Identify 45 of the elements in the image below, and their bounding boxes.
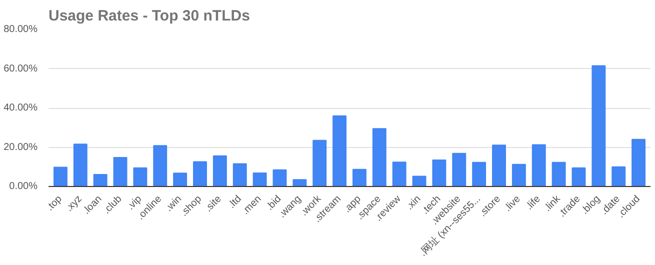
bar bbox=[352, 168, 366, 186]
x-tick-label: .xyz bbox=[64, 194, 84, 214]
bar bbox=[73, 144, 88, 186]
bar bbox=[272, 169, 287, 186]
bar bbox=[193, 161, 207, 186]
bar bbox=[452, 152, 466, 186]
bar bbox=[432, 160, 446, 186]
chart-title: Usage Rates - Top 30 nTLDs bbox=[48, 8, 250, 24]
bar bbox=[252, 172, 267, 186]
bar bbox=[472, 162, 486, 186]
bar bbox=[512, 164, 526, 186]
bar bbox=[612, 166, 626, 186]
bar bbox=[212, 155, 227, 186]
bar bbox=[412, 176, 426, 186]
y-tick-label: 60.00% bbox=[4, 63, 38, 74]
bar bbox=[572, 167, 586, 186]
bar bbox=[93, 174, 108, 186]
x-tick-label: .xin bbox=[404, 194, 424, 212]
bar bbox=[53, 166, 68, 186]
y-tick-label: 20.00% bbox=[4, 142, 38, 153]
x-tick-label: .ltd bbox=[226, 194, 244, 211]
bar bbox=[312, 140, 327, 186]
bar bbox=[292, 179, 307, 186]
bar bbox=[133, 167, 148, 186]
x-tick-label: .top bbox=[44, 193, 65, 214]
x-tick-label: .win bbox=[164, 194, 184, 214]
bar bbox=[552, 162, 566, 186]
bar bbox=[392, 162, 406, 186]
bar bbox=[153, 145, 168, 186]
x-tick-label: .club bbox=[101, 193, 124, 216]
bar bbox=[372, 128, 386, 186]
x-tick-label: .live bbox=[502, 193, 524, 214]
y-tick-label: 40.00% bbox=[4, 102, 38, 114]
bar bbox=[173, 172, 188, 186]
bar bbox=[332, 115, 347, 186]
x-tick-label: .site bbox=[203, 193, 224, 214]
x-tick-label: .life bbox=[524, 193, 544, 212]
bar bbox=[492, 144, 506, 186]
y-tick-label: 80.00% bbox=[4, 24, 38, 35]
bar bbox=[532, 144, 546, 186]
y-tick-label: 0.00% bbox=[9, 181, 38, 192]
bar bbox=[232, 163, 247, 186]
bar bbox=[632, 138, 646, 186]
bar bbox=[592, 65, 606, 186]
bar bbox=[113, 156, 128, 186]
